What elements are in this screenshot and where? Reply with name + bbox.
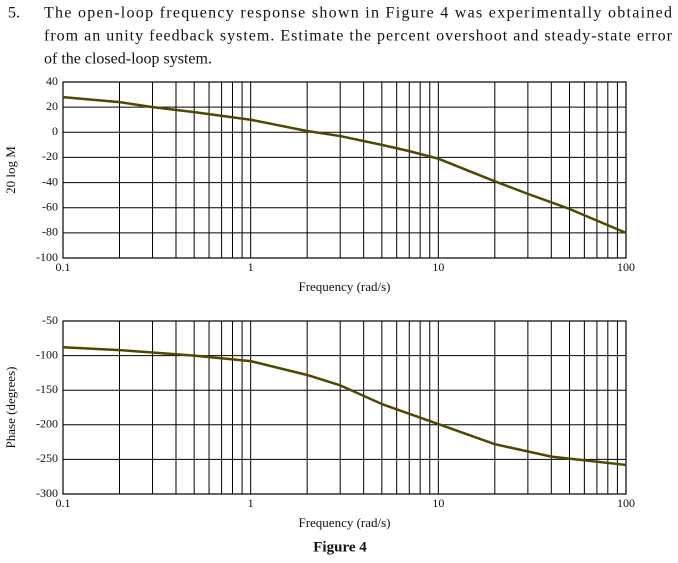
y-tick-label: -60	[42, 199, 58, 213]
question-number: 5.	[8, 5, 20, 22]
y-tick-label: -40	[42, 174, 58, 188]
plot-frame	[62, 81, 627, 259]
data-line	[62, 95, 627, 235]
x-tick-label: 100	[617, 260, 635, 274]
x-tick-label: 0.1	[56, 496, 71, 510]
x-tick-label: 1	[248, 496, 254, 510]
x-axis-label: Frequency (rad/s)	[298, 515, 390, 530]
x-tick-label: 100	[617, 496, 635, 510]
x-tick-label: 10	[432, 260, 444, 274]
x-tick-label: 1	[248, 260, 254, 274]
data-line	[62, 346, 627, 467]
question-text: of the closed-loop system.	[44, 51, 212, 68]
question-text: The open-loop frequency response shown i…	[44, 5, 672, 22]
y-tick-label: -50	[42, 313, 58, 327]
y-tick-label: -150	[36, 382, 58, 396]
x-axis-label: Frequency (rad/s)	[298, 279, 390, 294]
y-tick-label: -100	[36, 250, 58, 264]
plot-frame	[62, 320, 627, 495]
x-tick-label: 0.1	[56, 260, 71, 274]
y-tick-label: 40	[46, 74, 58, 88]
y-tick-label: 0	[52, 124, 58, 138]
y-tick-label: -80	[42, 225, 58, 239]
y-tick-label: -300	[36, 486, 58, 500]
y-tick-label: 20	[46, 99, 58, 113]
question-text: from an unity feedback system. Estimate …	[44, 28, 673, 45]
figure-caption: Figure 4	[313, 539, 367, 555]
y-tick-label: -100	[36, 347, 58, 361]
y-tick-label: -20	[42, 149, 58, 163]
y-axis-label: 20 log M	[3, 146, 18, 194]
y-axis-label: Phase (degrees)	[3, 367, 18, 449]
x-tick-label: 10	[432, 496, 444, 510]
y-tick-label: -250	[36, 451, 58, 465]
y-tick-label: -200	[36, 417, 58, 431]
